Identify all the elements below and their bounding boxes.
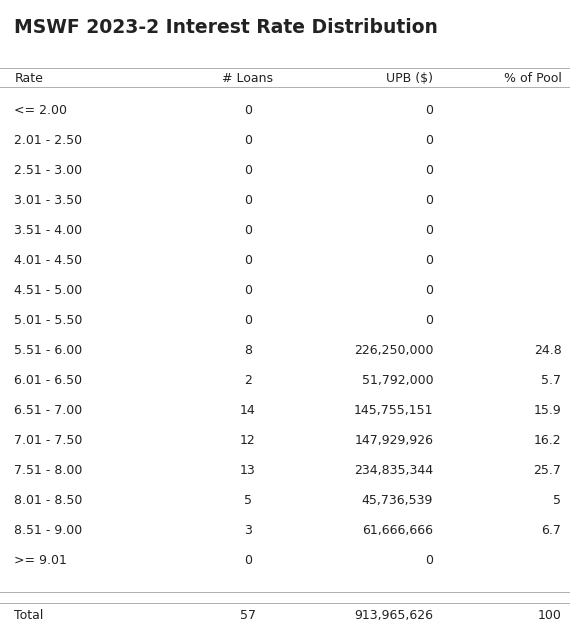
Text: 6.7: 6.7 bbox=[542, 524, 561, 537]
Text: 0: 0 bbox=[244, 134, 252, 147]
Text: 13: 13 bbox=[240, 464, 256, 477]
Text: 913,965,626: 913,965,626 bbox=[354, 609, 433, 622]
Text: 226,250,000: 226,250,000 bbox=[354, 344, 433, 357]
Text: 16.2: 16.2 bbox=[534, 434, 561, 447]
Text: 2.01 - 2.50: 2.01 - 2.50 bbox=[14, 134, 83, 147]
Text: 0: 0 bbox=[425, 164, 433, 177]
Text: UPB ($): UPB ($) bbox=[386, 72, 433, 85]
Text: # Loans: # Loans bbox=[222, 72, 274, 85]
Text: Total: Total bbox=[14, 609, 44, 622]
Text: 0: 0 bbox=[244, 314, 252, 327]
Text: 0: 0 bbox=[425, 284, 433, 297]
Text: 5.7: 5.7 bbox=[542, 374, 561, 387]
Text: 0: 0 bbox=[425, 554, 433, 567]
Text: 5: 5 bbox=[244, 494, 252, 507]
Text: 0: 0 bbox=[425, 314, 433, 327]
Text: 0: 0 bbox=[244, 164, 252, 177]
Text: 3.01 - 3.50: 3.01 - 3.50 bbox=[14, 194, 83, 207]
Text: <= 2.00: <= 2.00 bbox=[14, 104, 67, 117]
Text: 234,835,344: 234,835,344 bbox=[354, 464, 433, 477]
Text: 0: 0 bbox=[425, 194, 433, 207]
Text: 51,792,000: 51,792,000 bbox=[361, 374, 433, 387]
Text: 25.7: 25.7 bbox=[534, 464, 561, 477]
Text: Rate: Rate bbox=[14, 72, 43, 85]
Text: 0: 0 bbox=[244, 284, 252, 297]
Text: % of Pool: % of Pool bbox=[503, 72, 561, 85]
Text: 3: 3 bbox=[244, 524, 252, 537]
Text: 0: 0 bbox=[244, 194, 252, 207]
Text: 24.8: 24.8 bbox=[534, 344, 561, 357]
Text: 15.9: 15.9 bbox=[534, 404, 561, 417]
Text: 0: 0 bbox=[244, 554, 252, 567]
Text: >= 9.01: >= 9.01 bbox=[14, 554, 67, 567]
Text: 5.01 - 5.50: 5.01 - 5.50 bbox=[14, 314, 83, 327]
Text: 0: 0 bbox=[425, 254, 433, 267]
Text: 0: 0 bbox=[244, 254, 252, 267]
Text: 2.51 - 3.00: 2.51 - 3.00 bbox=[14, 164, 83, 177]
Text: 7.01 - 7.50: 7.01 - 7.50 bbox=[14, 434, 83, 447]
Text: 61,666,666: 61,666,666 bbox=[362, 524, 433, 537]
Text: 7.51 - 8.00: 7.51 - 8.00 bbox=[14, 464, 83, 477]
Text: 4.01 - 4.50: 4.01 - 4.50 bbox=[14, 254, 83, 267]
Text: 0: 0 bbox=[425, 134, 433, 147]
Text: 45,736,539: 45,736,539 bbox=[362, 494, 433, 507]
Text: 6.01 - 6.50: 6.01 - 6.50 bbox=[14, 374, 83, 387]
Text: 57: 57 bbox=[240, 609, 256, 622]
Text: 8: 8 bbox=[244, 344, 252, 357]
Text: 145,755,151: 145,755,151 bbox=[354, 404, 433, 417]
Text: 8.01 - 8.50: 8.01 - 8.50 bbox=[14, 494, 83, 507]
Text: 0: 0 bbox=[425, 104, 433, 117]
Text: 5.51 - 6.00: 5.51 - 6.00 bbox=[14, 344, 83, 357]
Text: MSWF 2023-2 Interest Rate Distribution: MSWF 2023-2 Interest Rate Distribution bbox=[14, 18, 438, 37]
Text: 0: 0 bbox=[244, 104, 252, 117]
Text: 147,929,926: 147,929,926 bbox=[354, 434, 433, 447]
Text: 5: 5 bbox=[553, 494, 561, 507]
Text: 4.51 - 5.00: 4.51 - 5.00 bbox=[14, 284, 83, 297]
Text: 14: 14 bbox=[240, 404, 256, 417]
Text: 2: 2 bbox=[244, 374, 252, 387]
Text: 12: 12 bbox=[240, 434, 256, 447]
Text: 8.51 - 9.00: 8.51 - 9.00 bbox=[14, 524, 83, 537]
Text: 100: 100 bbox=[538, 609, 561, 622]
Text: 0: 0 bbox=[425, 224, 433, 237]
Text: 0: 0 bbox=[244, 224, 252, 237]
Text: 3.51 - 4.00: 3.51 - 4.00 bbox=[14, 224, 83, 237]
Text: 6.51 - 7.00: 6.51 - 7.00 bbox=[14, 404, 83, 417]
